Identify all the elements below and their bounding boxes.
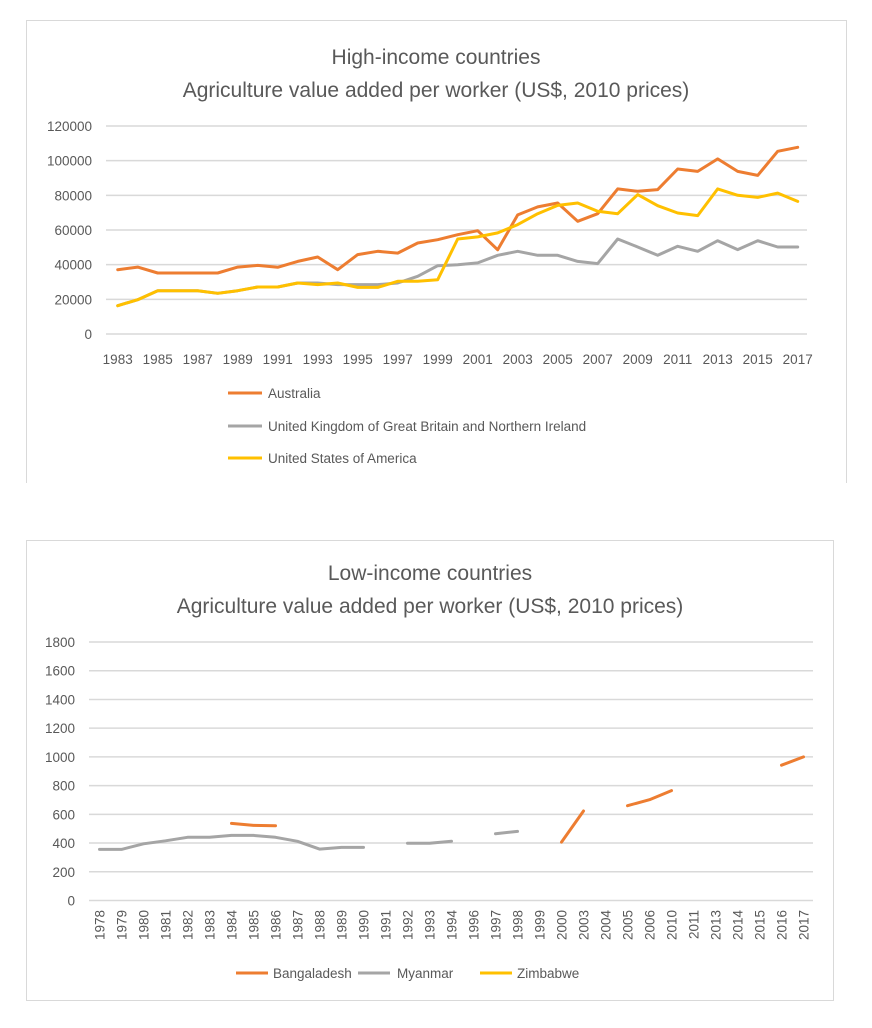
x-tick-label: 2011 <box>663 352 692 367</box>
x-tick-label: 2013 <box>709 910 724 940</box>
x-tick-label: 1988 <box>313 910 328 940</box>
series-line-myanmar <box>406 839 453 845</box>
x-tick-label: 2005 <box>621 910 636 940</box>
x-tick-label: 1979 <box>115 910 130 940</box>
series-line-bangaladesh <box>780 755 805 767</box>
x-tick-label: 1991 <box>379 910 394 940</box>
x-tick-label: 2000 <box>555 910 570 940</box>
chart-title-line2: Agriculture value added per worker (US$,… <box>177 595 684 618</box>
x-tick-label: 1993 <box>303 352 333 367</box>
x-tick-label: 1994 <box>445 910 460 941</box>
series-line-bangaladesh <box>626 789 673 808</box>
series-line-myanmar <box>98 833 365 851</box>
y-tick-label: 800 <box>52 779 75 794</box>
x-tick-label: 2017 <box>797 910 812 940</box>
y-tick-label: 200 <box>52 865 75 880</box>
x-tick-label: 1981 <box>159 910 174 940</box>
x-tick-label: 2003 <box>577 910 592 940</box>
legend-label: Australia <box>268 386 321 401</box>
y-tick-label: 80000 <box>54 188 92 203</box>
x-tick-label: 1998 <box>511 910 526 940</box>
x-tick-label: 2015 <box>753 910 768 940</box>
y-tick-label: 400 <box>52 836 75 851</box>
x-tick-label: 1985 <box>247 910 262 940</box>
x-tick-label: 2001 <box>463 352 493 367</box>
y-tick-label: 0 <box>84 327 92 342</box>
x-tick-label: 1996 <box>467 910 482 940</box>
legend-label: Bangaladesh <box>273 966 352 981</box>
series-line-bangaladesh <box>560 809 585 844</box>
legend-label: United States of America <box>268 451 417 466</box>
x-tick-label: 1999 <box>423 352 453 367</box>
x-tick-label: 1995 <box>343 352 373 367</box>
x-tick-label: 1997 <box>489 910 504 940</box>
y-tick-label: 1200 <box>45 721 75 736</box>
x-tick-label: 1982 <box>181 910 196 940</box>
x-tick-label: 1992 <box>401 910 416 940</box>
chart-title-line1: High-income countries <box>332 46 541 69</box>
y-tick-label: 1000 <box>45 750 75 765</box>
x-tick-label: 2016 <box>775 910 790 940</box>
x-tick-label: 1989 <box>335 910 350 940</box>
x-tick-label: 2015 <box>743 352 773 367</box>
y-tick-label: 60000 <box>54 223 92 238</box>
x-tick-label: 1990 <box>357 910 372 940</box>
y-tick-label: 20000 <box>54 292 92 307</box>
chart-title-line2: Agriculture value added per worker (US$,… <box>183 79 690 102</box>
x-tick-label: 1983 <box>203 910 218 940</box>
x-tick-label: 2017 <box>783 352 813 367</box>
y-tick-label: 1600 <box>45 664 75 679</box>
x-tick-label: 2003 <box>503 352 533 367</box>
legend-label: United Kingdom of Great Britain and Nort… <box>268 419 586 434</box>
low-income-chart: Low-income countries Agriculture value a… <box>26 540 834 1001</box>
x-tick-label: 1984 <box>225 910 240 941</box>
y-tick-label: 100000 <box>47 154 92 169</box>
x-tick-label: 1999 <box>533 910 548 940</box>
series-line-myanmar <box>494 829 519 836</box>
series-line-united-states-of-america <box>116 187 800 308</box>
chart-title-line1: Low-income countries <box>328 562 532 585</box>
x-tick-label: 2013 <box>703 352 733 367</box>
x-tick-label: 1980 <box>137 910 152 940</box>
x-tick-label: 1986 <box>269 910 284 940</box>
x-tick-label: 1993 <box>423 910 438 940</box>
series-line-australia <box>116 145 800 275</box>
y-tick-label: 1400 <box>45 692 75 707</box>
legend-label: Myanmar <box>397 966 454 981</box>
x-tick-label: 1985 <box>143 352 173 367</box>
x-tick-label: 1997 <box>383 352 413 367</box>
series-line-bangaladesh <box>230 821 277 828</box>
high-income-chart: High-income countries Agriculture value … <box>26 20 847 483</box>
y-tick-label: 1800 <box>45 635 75 650</box>
legend-label: Zimbabwe <box>517 966 579 981</box>
x-tick-label: 1987 <box>183 352 213 367</box>
x-tick-label: 2010 <box>665 910 680 940</box>
x-tick-label: 2009 <box>623 352 653 367</box>
x-tick-label: 1987 <box>291 910 306 940</box>
chart-border <box>26 20 847 483</box>
x-tick-label: 1978 <box>93 910 108 940</box>
x-tick-label: 1989 <box>223 352 253 367</box>
x-tick-label: 2011 <box>687 910 702 939</box>
x-tick-label: 2005 <box>543 352 573 367</box>
y-tick-label: 40000 <box>54 258 92 273</box>
x-tick-label: 2006 <box>643 910 658 940</box>
y-tick-label: 120000 <box>47 119 92 134</box>
x-tick-label: 2007 <box>583 352 613 367</box>
x-tick-label: 1991 <box>263 352 293 367</box>
y-tick-label: 0 <box>67 894 75 909</box>
x-tick-label: 1983 <box>103 352 133 367</box>
x-tick-label: 2004 <box>599 910 614 941</box>
chart-border <box>26 540 834 1001</box>
y-tick-label: 600 <box>52 807 75 822</box>
x-tick-label: 2014 <box>731 910 746 941</box>
